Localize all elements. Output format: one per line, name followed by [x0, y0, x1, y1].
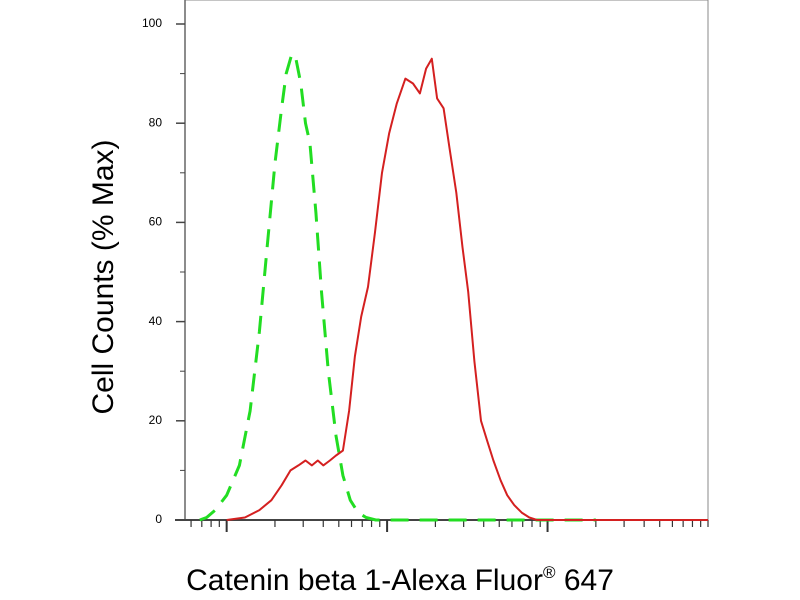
series-line-0	[199, 52, 596, 522]
x-axis-label: Catenin beta 1-Alexa Fluor® 647	[0, 563, 800, 598]
y-tick-label-3: 60	[149, 215, 163, 229]
series-line-1	[226, 57, 708, 521]
registered-mark: ®	[542, 563, 556, 582]
y-tick-group: 0 20 40 60 80 100	[142, 16, 185, 526]
y-tick-label-0: 0	[155, 512, 162, 526]
y-tick-label-5: 100	[142, 16, 162, 30]
x-axis-label-text: Catenin beta 1-Alexa Fluor	[186, 564, 543, 597]
axes-group	[175, 0, 709, 521]
x-tick-group	[190, 520, 709, 532]
y-axis-label: Cell Counts (% Max)	[87, 139, 120, 414]
y-tick-label-2: 40	[149, 314, 163, 328]
series-group	[199, 52, 708, 522]
x-axis-label-suffix: 647	[555, 564, 614, 597]
y-tick-label-4: 80	[149, 115, 163, 129]
y-tick-label-1: 20	[149, 413, 163, 427]
